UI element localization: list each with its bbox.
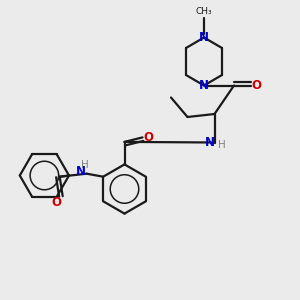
Text: N: N [205,136,215,149]
Text: O: O [251,79,261,92]
Text: N: N [76,165,86,178]
Text: N: N [199,79,209,92]
Text: H: H [81,160,89,170]
Text: O: O [52,196,62,209]
Text: N: N [199,31,209,44]
Text: CH₃: CH₃ [196,8,212,16]
Text: O: O [143,131,153,144]
Text: H: H [218,140,226,150]
